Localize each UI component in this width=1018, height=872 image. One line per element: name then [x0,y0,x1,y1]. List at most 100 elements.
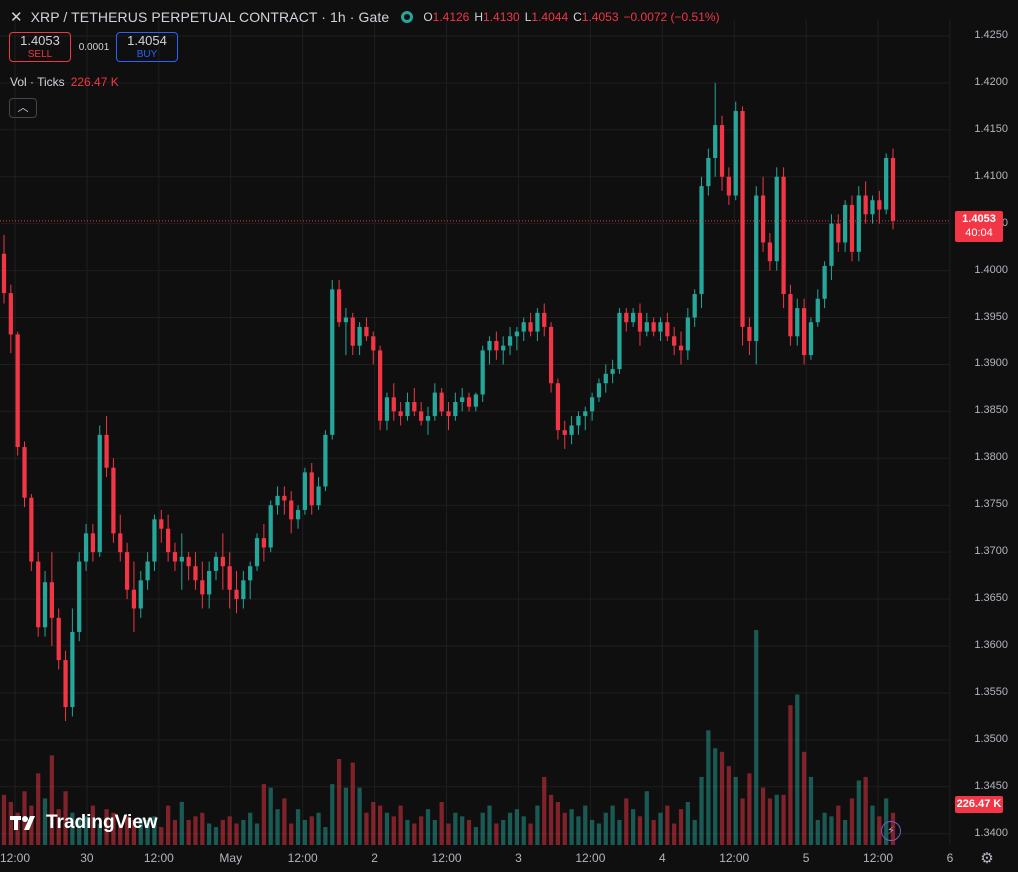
ohlc-label-low: L [524,10,532,24]
candle-body [302,472,308,510]
candle-body [528,322,533,332]
candle-body [843,204,848,243]
candle-body [884,157,889,210]
volume-bar [535,805,540,845]
buy-button[interactable]: 1.4054 BUY [116,32,178,62]
candle-body [8,293,13,335]
candle-body [617,312,622,370]
close-icon[interactable]: ✕ [10,9,23,26]
candle-body [788,294,793,337]
volume-bar [439,802,444,845]
price-tick-label: 1.3600 [974,639,1008,652]
volume-bar [179,802,184,845]
volume-bar [747,773,752,845]
volume-bar [487,805,492,845]
candle-body [145,561,150,581]
candle-body [795,308,800,337]
sell-label: SELL [27,49,53,60]
ohlc-label-close: C [573,10,582,24]
candle-body [460,397,465,402]
candle-body [15,334,20,448]
candle-body [610,369,615,374]
candle-body [336,289,342,323]
volume-bar [699,776,704,845]
candle-body [254,538,260,567]
volume-bar [583,805,588,845]
logo-text: TradingView [46,812,158,833]
candle-body [548,326,554,384]
price-tick-label: 1.3550 [974,685,1008,698]
volume-bar [863,776,868,845]
candle-body [760,195,766,243]
candle-body [849,204,855,252]
volume-bar [1,794,7,845]
volume-bar [371,802,376,845]
candle-body [1,253,7,294]
volume-bar [726,766,731,845]
candle-body [104,434,109,468]
volume-bar [548,794,554,845]
volume-legend[interactable]: Vol · Ticks 226.47 K [10,75,119,89]
volume-bar [384,812,390,845]
chevron-up-icon: ︿ [17,102,29,114]
volume-bar [870,805,875,845]
volume-bar [268,787,273,845]
lightning-icon[interactable]: ⚡ [881,821,901,841]
tradingview-logo[interactable]: TradingView [10,812,158,834]
volume-bar [494,823,499,845]
volume-bar [829,816,834,845]
volume-bar [207,823,212,845]
price-tick-label: 1.4150 [974,122,1008,135]
time-tick-label: 12:00 [575,851,606,865]
volume-bar [843,819,848,845]
candle-body [644,322,649,332]
candle-body [227,566,232,590]
time-tick-label: 6 [946,851,954,865]
volume-bar [576,816,581,845]
price-tick-label: 1.3950 [974,310,1008,323]
volume-bar [138,818,143,845]
volume-bar [377,805,383,845]
time-tick-label: 2 [371,851,378,865]
price-candles [1,82,896,722]
volume-bar [193,816,198,845]
price-tick-label: 1.3450 [974,779,1008,792]
volume-bar [815,819,820,845]
candle-body [377,350,383,421]
price-tick-label: 1.3800 [974,451,1008,464]
volume-bar [419,816,424,845]
candle-body [726,176,731,196]
volume-bar [398,805,403,845]
volume-bar [610,805,615,845]
candle-body [740,111,745,327]
volume-bar [111,812,116,845]
candle-body [56,617,61,661]
candle-body [207,570,212,595]
volume-bar [254,823,260,845]
time-tick-label: 12:00 [143,851,174,865]
volume-bar [466,819,472,845]
symbol-title[interactable]: XRP / TETHERUS PERPETUAL CONTRACT · 1h ·… [30,9,390,25]
volume-bar [521,816,526,845]
time-tick-label: 12:00 [863,851,894,865]
candle-body [480,350,485,395]
candle-body [419,411,424,421]
gear-icon[interactable]: ⚙ [980,850,994,867]
volume-bar [425,809,431,845]
candle-body [42,582,48,628]
volume-bar [49,755,54,845]
volume-bar [152,816,157,845]
candle-body [815,298,820,323]
volume-bar [248,812,253,845]
candle-body [330,289,335,435]
volume-bar [118,823,123,845]
sell-price: 1.4053 [20,33,60,48]
sell-button[interactable]: 1.4053 SELL [9,32,71,62]
volume-bar [528,823,533,845]
candle-body [487,340,492,351]
volume-bar [70,812,75,845]
candle-body [774,176,779,262]
candle-body [733,111,738,196]
collapse-legend-button[interactable]: ︿ [9,98,37,118]
